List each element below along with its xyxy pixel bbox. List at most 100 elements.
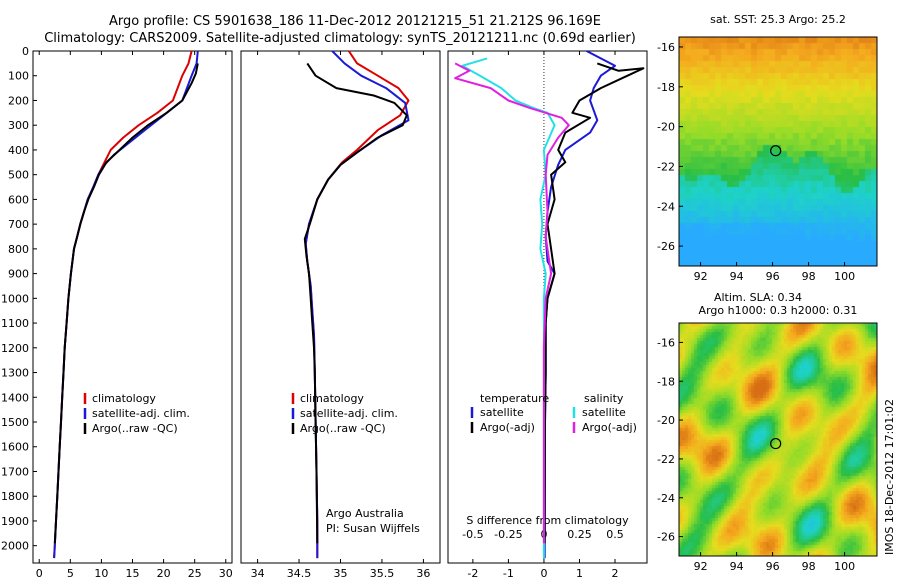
sst_map-frame <box>678 36 878 267</box>
temperature-ytick-label: 1000 <box>1 292 29 305</box>
temperature-xtick-label: 5 <box>67 567 74 580</box>
difference-legend-salinity-title: salinity <box>584 392 624 405</box>
salinity-panel: 3434.53535.536salinityclimatologysatelli… <box>240 50 441 580</box>
temperature-ytick-label: 100 <box>8 70 29 83</box>
side-timestamp-label: IMOS 18-Dec-2012 17:01:02 <box>883 399 896 555</box>
difference-frame <box>447 50 648 564</box>
sst_map-argo-marker <box>770 145 782 157</box>
difference-legend-temperature-title: temperature <box>480 392 549 405</box>
sla_map-xtick-label: 94 <box>730 560 744 573</box>
temperature-ytick-label: 600 <box>8 193 29 206</box>
sla_map-ytick-label: -22 <box>657 453 675 466</box>
temperature-series-2-line <box>53 63 199 544</box>
sla_map-subtitle: Argo h1000: 0.3 h2000: 0.31 <box>699 304 858 317</box>
temperature-frame <box>32 50 233 564</box>
salinity-series-0-line <box>304 50 410 559</box>
sst_map-ytick-label: -20 <box>657 121 675 134</box>
difference-panel: -2-1012T difference from climatologyS di… <box>447 50 648 580</box>
difference-legend-label: Argo(-adj) <box>480 421 535 434</box>
difference-xtick-label: 2 <box>612 567 619 580</box>
temperature-ytick-label: 1300 <box>1 367 29 380</box>
sla_map-frame <box>678 322 878 557</box>
salinity-credit-line: PI: Susan Wijffels <box>326 522 420 535</box>
temperature-ytick-label: 300 <box>8 119 29 132</box>
salinity-legend-label: climatology <box>300 392 364 405</box>
difference-xtick-label: 0 <box>540 567 547 580</box>
sst_map-xtick-label: 92 <box>694 270 708 283</box>
salinity-series-2-line <box>303 62 408 544</box>
difference-legend-label: satellite <box>582 406 626 419</box>
plot-layer: 0 5 10 15 20 25 300100200300400500600700800900… <box>1 13 878 580</box>
sst_map-ytick-label: -18 <box>657 81 675 94</box>
salinity-xtick-label: 35.5 <box>370 567 395 580</box>
temperature-ytick-label: 800 <box>8 243 29 256</box>
difference-xtick-label: 1 <box>576 567 583 580</box>
temperature-series-0-line <box>53 50 193 559</box>
temperature-xtick-label: 0 <box>36 567 43 580</box>
temperature-ytick-label: 500 <box>8 169 29 182</box>
sst_map-field <box>679 37 877 266</box>
salinity-xtick-label: 34.5 <box>287 567 312 580</box>
sst_map-xtick-label: 94 <box>730 270 744 283</box>
sla_map-panel: 92 94 96 98 100 -16 -18 -20 -22 -24 -26 Altim. SLA:… <box>657 291 878 573</box>
sst_map-title: sat. SST: 25.3 Argo: 25.2 <box>710 13 846 26</box>
temperature-ytick-label: 1800 <box>1 490 29 503</box>
temperature-ytick-label: 700 <box>8 218 29 231</box>
temperature-legend-label: Argo(..raw -QC) <box>92 422 178 435</box>
difference-series-0-line <box>543 50 616 559</box>
difference-legend-label: satellite <box>480 406 524 419</box>
temperature-ytick-label: 0 <box>22 45 29 58</box>
salinity-legend-label: satellite-adj. clim. <box>300 407 398 420</box>
salinity-frame <box>240 50 441 564</box>
temperature-ytick-label: 1900 <box>1 515 29 528</box>
sla_map-xtick-label: 100 <box>834 560 855 573</box>
sla_map-title: Altim. SLA: 0.34 <box>714 291 802 304</box>
sst_map-ytick-label: -16 <box>657 41 675 54</box>
difference-legend-label: Argo(-adj) <box>582 421 637 434</box>
temperature-series-1-line <box>53 50 199 559</box>
header-line-2: Climatology: CARS2009. Satellite-adjuste… <box>44 31 636 46</box>
sst_map-ytick-label: -24 <box>657 200 675 213</box>
sst_map-canvas <box>679 37 877 266</box>
temperature-ytick-label: 1200 <box>1 342 29 355</box>
temperature-ytick-label: 1400 <box>1 391 29 404</box>
sla_map-xtick-label: 96 <box>766 560 780 573</box>
temperature-xtick-label: 15 <box>126 567 140 580</box>
difference-top-axis-label: S difference from climatology <box>466 514 629 527</box>
temperature-ytick-label: 200 <box>8 94 29 107</box>
temperature-xtick-label: 10 <box>94 567 108 580</box>
temperature-ytick-label: 1600 <box>1 441 29 454</box>
temperature-ytick-label: 900 <box>8 268 29 281</box>
sla_map-ytick-label: -20 <box>657 414 675 427</box>
salinity-xtick-label: 34 <box>251 567 265 580</box>
temperature-ytick-label: 1700 <box>1 465 29 478</box>
sla_map-ytick-label: -18 <box>657 375 675 388</box>
salinity-xtick-label: 36 <box>416 567 430 580</box>
sst_map-xtick-label: 100 <box>834 270 855 283</box>
difference-series-1-line <box>543 62 645 544</box>
sst_map-ytick-label: -22 <box>657 160 675 173</box>
sst_map-xtick-label: 96 <box>766 270 780 283</box>
temperature-ytick-label: 2000 <box>1 540 29 553</box>
difference-xtick-label: -2 <box>467 567 478 580</box>
temperature-legend-label: satellite-adj. clim. <box>92 407 190 420</box>
difference-top-tick-label: -0.5 <box>462 528 483 541</box>
salinity-series-1-line <box>304 50 410 559</box>
difference-top-tick-label: -0.25 <box>494 528 522 541</box>
temperature-ytick-label: 400 <box>8 144 29 157</box>
sla_map-xtick-label: 98 <box>802 560 816 573</box>
temperature-xtick-label: 25 <box>188 567 202 580</box>
temperature-ytick-label: 1100 <box>1 317 29 330</box>
sst_map-ytick-label: -26 <box>657 240 675 253</box>
temperature-ytick-label: 1500 <box>1 416 29 429</box>
sla_map-ytick-label: -16 <box>657 336 675 349</box>
difference-top-tick-label: 0.25 <box>567 528 592 541</box>
difference-xtick-label: -1 <box>503 567 514 580</box>
sst_map-xtick-label: 98 <box>802 270 816 283</box>
sla_map-argo-marker <box>770 437 782 450</box>
temperature-xtick-label: 30 <box>219 567 233 580</box>
difference-top-tick-label: 0.5 <box>606 528 624 541</box>
difference-series-2-line <box>461 57 556 559</box>
temperature-xtick-label: 20 <box>157 567 171 580</box>
